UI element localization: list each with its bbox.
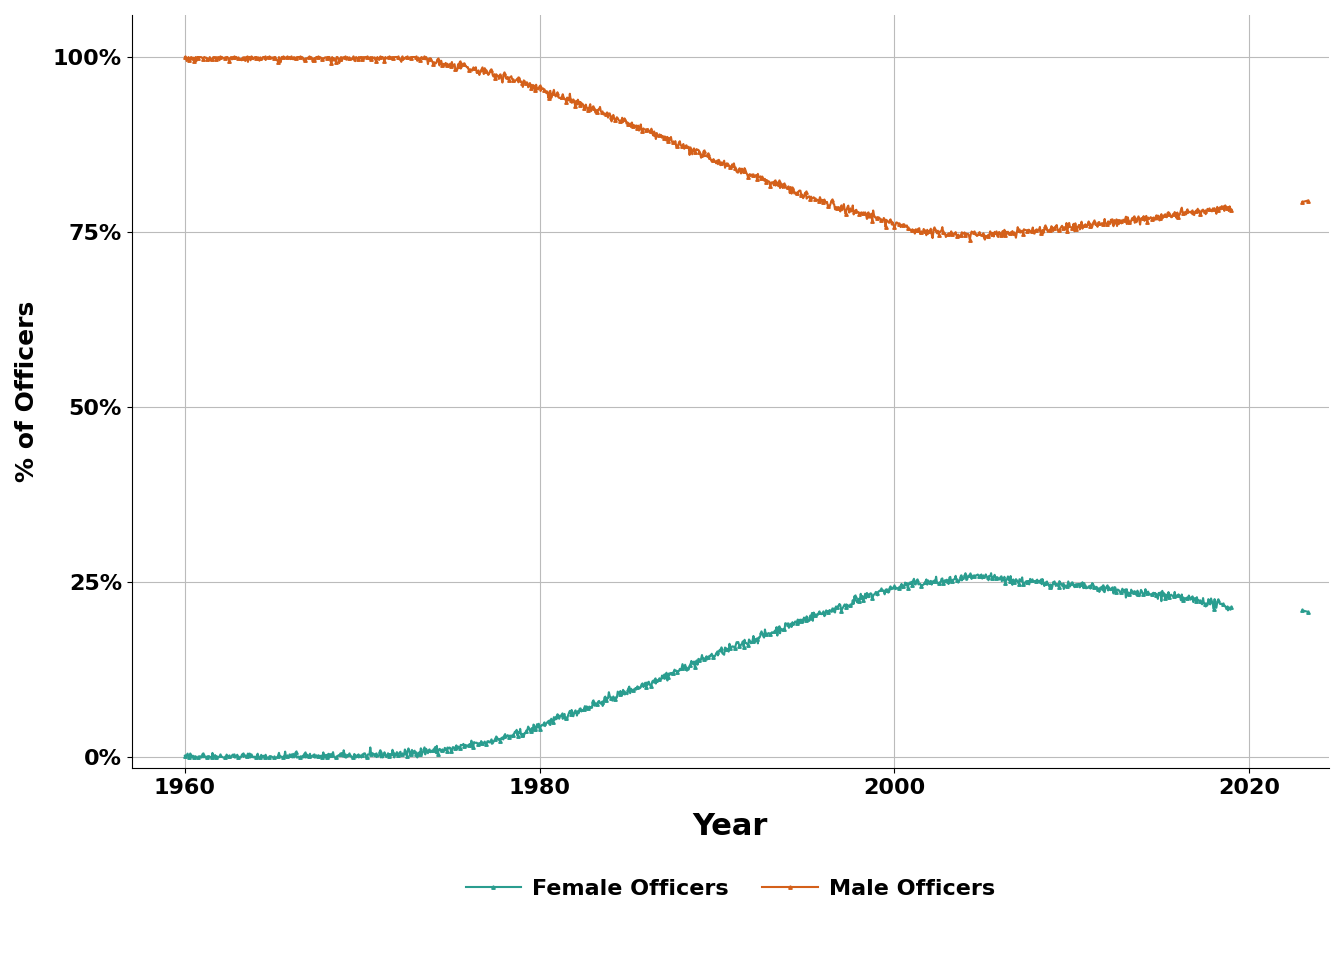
Male Officers [977,234,993,246]
Male Officers [258,55,274,66]
Male Officers [836,199,852,210]
Line: Male Officers: Male Officers [183,56,1234,241]
Legend: Female Officers, Male Officers: Female Officers, Male Officers [457,870,1004,907]
Female Officers [339,749,355,760]
Male Officers [798,193,814,204]
Female Officers [837,599,853,611]
Female Officers [184,752,200,763]
Female Officers [800,614,816,626]
Male Officers [1223,204,1239,216]
Male Officers [339,54,355,65]
Female Officers [177,750,194,761]
Female Officers [1223,602,1239,613]
Y-axis label: % of Officers: % of Officers [15,300,39,482]
Line: Female Officers: Female Officers [183,571,1234,759]
Male Officers [851,208,867,220]
X-axis label: Year: Year [692,811,767,841]
Male Officers [587,108,603,119]
Male Officers [177,51,194,62]
Female Officers [852,593,868,605]
Female Officers [258,752,274,763]
Female Officers [589,698,605,709]
Female Officers [982,567,999,579]
